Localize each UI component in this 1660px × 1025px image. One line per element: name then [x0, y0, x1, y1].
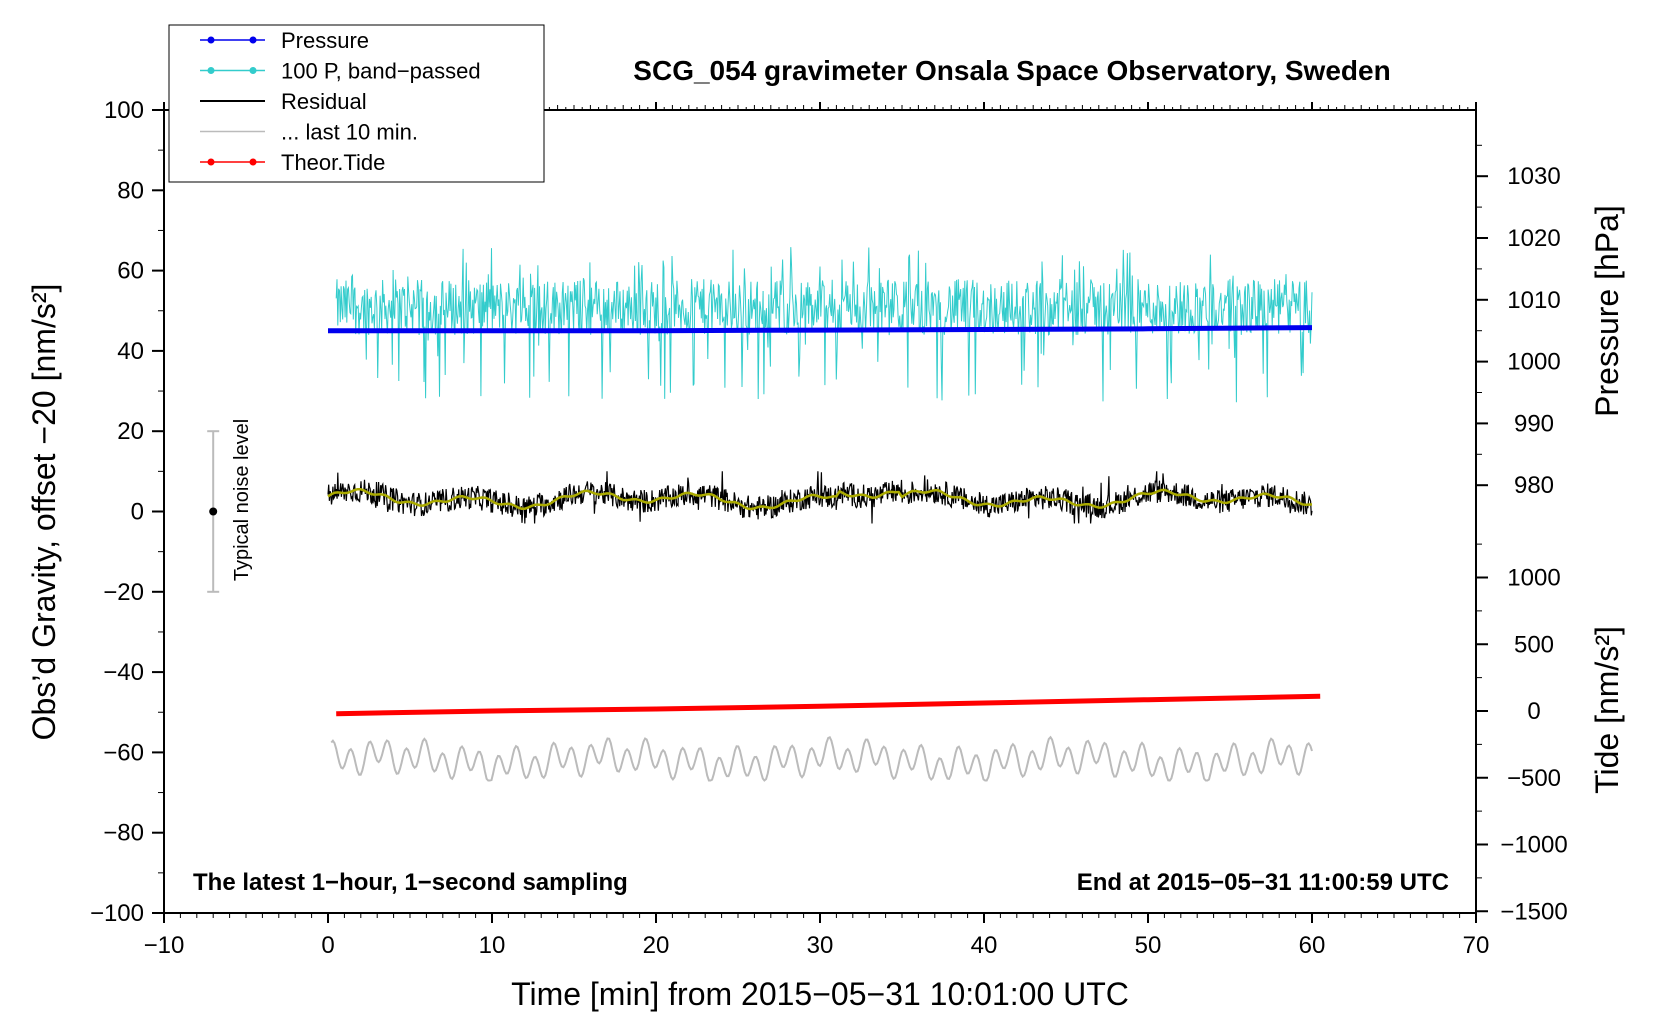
- y-axis-title-left: Obs’d Gravity, offset −20 [nm/s²]: [26, 284, 62, 741]
- x-tick-label: 20: [643, 932, 670, 959]
- tide-line: [336, 693, 1321, 717]
- pressure-axis-ticks: 980 990 1000 1010 1020 1030: [1476, 144, 1561, 499]
- legend-marker: [249, 158, 257, 166]
- y-tick-label: 80: [117, 177, 144, 204]
- legend-label: ... last 10 min.: [281, 120, 418, 145]
- legend-label: Pressure: [281, 28, 369, 53]
- series-bandpassed-pressure: [335, 247, 1313, 403]
- y-tick-label: 60: [117, 258, 144, 285]
- tide-tick-label: 1000: [1507, 565, 1560, 592]
- legend-marker: [207, 158, 215, 166]
- tide-tick-label: 500: [1514, 631, 1554, 658]
- x-tick-label: 30: [807, 932, 834, 959]
- y-axis-title-tide: Tide [nm/s²]: [1589, 626, 1625, 794]
- series-pressure: [328, 325, 1313, 334]
- legend-marker: [249, 36, 257, 44]
- noise-level-label: Typical noise level: [231, 419, 253, 581]
- x-tick-label: 50: [1135, 932, 1162, 959]
- y-tick-label: −80: [103, 820, 144, 847]
- x-axis-title: Time [min] from 2015−05−31 10:01:00 UTC: [511, 976, 1129, 1012]
- series-theoretical-tide: [336, 693, 1321, 717]
- y-tick-label: 20: [117, 418, 144, 445]
- legend-label: 100 P, band−passed: [281, 59, 481, 84]
- noise-bar-center-dot: [209, 507, 218, 516]
- y-tick-label: −60: [103, 739, 144, 766]
- x-tick-label: 0: [321, 932, 334, 959]
- pressure-line: [328, 325, 1313, 334]
- residual-smoothed-line: [327, 487, 1313, 511]
- series-residual: [327, 471, 1313, 524]
- residual-line: [327, 471, 1313, 524]
- series-residual-smoothed: [327, 487, 1313, 511]
- pressure-tick-label: 980: [1514, 472, 1554, 499]
- x-tick-label: −10: [144, 932, 185, 959]
- legend-marker: [249, 67, 257, 74]
- legend-marker: [207, 67, 215, 74]
- pressure-tick-label: 1020: [1507, 225, 1560, 252]
- tide-tick-label: −1500: [1500, 898, 1567, 925]
- pressure-tick-label: 1030: [1507, 163, 1560, 190]
- y-tick-label: 0: [131, 499, 144, 526]
- y-tick-label: −40: [103, 659, 144, 686]
- x-axis-ticks: −10 0 10 20 30 40 50 60 70: [144, 102, 1490, 959]
- tide-tick-label: −500: [1507, 765, 1561, 792]
- x-tick-label: 10: [479, 932, 506, 959]
- last-10-min-line: [330, 735, 1313, 782]
- plot-frame: [163, 109, 1477, 914]
- series-last-10-min: [330, 735, 1313, 782]
- legend-marker: [207, 36, 215, 44]
- pressure-tick-label: 990: [1514, 410, 1554, 437]
- noise-level-bar: [207, 430, 220, 593]
- y-tick-label: 100: [104, 97, 144, 124]
- pressure-tick-label: 1000: [1507, 349, 1560, 376]
- bandpass-line: [335, 247, 1313, 403]
- y-tick-label: 40: [117, 338, 144, 365]
- tide-axis-ticks: −1500 −1000 −500 0 500 1000: [1476, 543, 1568, 925]
- x-axis-minor-ticks: [171, 105, 1469, 918]
- y-axis-title-pressure: Pressure [hPa]: [1589, 205, 1625, 417]
- tide-tick-label: 0: [1527, 698, 1540, 725]
- x-tick-label: 40: [971, 932, 998, 959]
- y-tick-label: −20: [103, 579, 144, 606]
- x-tick-label: 60: [1299, 932, 1326, 959]
- legend: Pressure 100 P, band−passed Residual ... la…: [168, 24, 545, 183]
- legend-label: Theor.Tide: [281, 150, 385, 175]
- chart-title: SCG_054 gravimeter Onsala Space Observat…: [633, 55, 1390, 86]
- y-tick-label: −100: [90, 900, 144, 927]
- x-tick-label: 70: [1463, 932, 1490, 959]
- tide-tick-label: −1000: [1500, 832, 1567, 859]
- y-axis-ticks: −100 −80 −60 −40 −20 0 20 40 60 80 100: [90, 97, 164, 927]
- legend-box: [168, 24, 545, 183]
- pressure-tick-label: 1010: [1507, 287, 1560, 314]
- legend-label: Residual: [281, 89, 367, 114]
- annotation-end-time: End at 2015−05−31 11:00:59 UTC: [1077, 869, 1449, 896]
- annotation-sampling: The latest 1−hour, 1−second sampling: [193, 869, 628, 896]
